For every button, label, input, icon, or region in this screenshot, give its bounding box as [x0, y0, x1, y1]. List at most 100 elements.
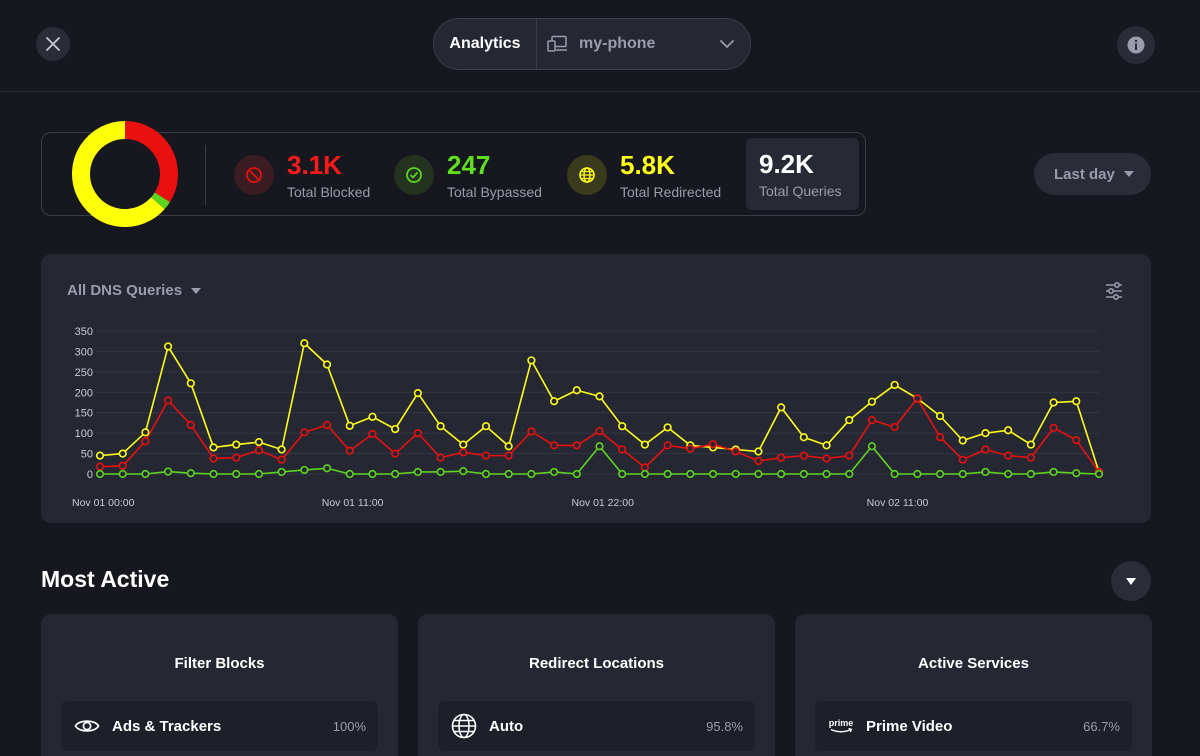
stat-bypassed[interactable]: 247 Total Bypassed	[394, 133, 542, 217]
data-point[interactable]	[322, 420, 332, 430]
data-point[interactable]	[164, 467, 173, 476]
data-point[interactable]	[186, 379, 195, 388]
data-point[interactable]	[981, 429, 990, 438]
data-point[interactable]	[618, 445, 627, 454]
data-point[interactable]	[118, 469, 127, 479]
data-point[interactable]	[777, 453, 786, 462]
data-point[interactable]	[935, 411, 945, 421]
data-point[interactable]	[368, 412, 377, 421]
data-point[interactable]	[867, 415, 877, 425]
data-point[interactable]	[845, 469, 854, 479]
info-button[interactable]	[1117, 26, 1155, 64]
data-point[interactable]	[822, 454, 831, 463]
data-point[interactable]	[118, 461, 127, 470]
data-point[interactable]	[890, 469, 899, 479]
data-point[interactable]	[572, 469, 581, 479]
data-point[interactable]	[981, 445, 990, 454]
data-point[interactable]	[277, 467, 286, 477]
data-point[interactable]	[708, 440, 718, 449]
data-point[interactable]	[1072, 435, 1081, 445]
data-point[interactable]	[141, 469, 150, 479]
data-point[interactable]	[95, 469, 105, 479]
data-point[interactable]	[822, 441, 831, 450]
data-point[interactable]	[686, 444, 695, 453]
data-point[interactable]	[890, 380, 899, 390]
data-point[interactable]	[232, 453, 241, 462]
data-point[interactable]	[595, 392, 604, 401]
data-point[interactable]	[481, 422, 491, 431]
data-point[interactable]	[822, 469, 831, 479]
stat-blocked[interactable]: 3.1K Total Blocked	[234, 133, 370, 217]
data-point[interactable]	[391, 424, 400, 434]
data-point[interactable]	[209, 454, 218, 463]
data-point[interactable]	[436, 467, 445, 477]
time-range-dropdown[interactable]: Last day	[1034, 153, 1151, 195]
data-point[interactable]	[799, 433, 808, 442]
stat-total-queries[interactable]: 9.2K Total Queries	[746, 138, 859, 210]
data-point[interactable]	[413, 429, 422, 438]
data-point[interactable]	[95, 462, 105, 471]
data-point[interactable]	[1072, 397, 1081, 406]
data-point[interactable]	[845, 415, 854, 425]
data-point[interactable]	[459, 448, 468, 457]
data-point[interactable]	[1026, 440, 1035, 449]
data-point[interactable]	[618, 422, 627, 431]
data-point[interactable]	[799, 451, 808, 460]
data-point[interactable]	[1026, 469, 1035, 479]
data-point[interactable]	[1049, 398, 1058, 407]
data-point[interactable]	[549, 467, 559, 477]
data-point[interactable]	[663, 441, 672, 450]
data-point[interactable]	[118, 449, 127, 458]
data-point[interactable]	[232, 440, 241, 449]
data-point[interactable]	[958, 436, 967, 445]
data-point[interactable]	[459, 440, 468, 449]
data-point[interactable]	[186, 469, 195, 478]
data-point[interactable]	[754, 447, 763, 456]
data-point[interactable]	[845, 451, 854, 460]
data-point[interactable]	[368, 429, 377, 439]
data-point[interactable]	[141, 428, 150, 437]
stat-redirected[interactable]: 5.8K Total Redirected	[567, 133, 721, 217]
data-point[interactable]	[300, 465, 309, 475]
data-point[interactable]	[527, 469, 536, 479]
data-point[interactable]	[935, 433, 945, 442]
data-point[interactable]	[572, 386, 581, 395]
data-point[interactable]	[640, 469, 650, 479]
data-point[interactable]	[1049, 467, 1058, 477]
query-type-dropdown[interactable]: All DNS Queries	[67, 282, 202, 299]
data-point[interactable]	[1072, 469, 1081, 478]
data-point[interactable]	[322, 360, 332, 369]
data-point[interactable]	[481, 469, 491, 479]
data-point[interactable]	[890, 422, 899, 432]
data-point[interactable]	[254, 469, 264, 479]
data-point[interactable]	[391, 469, 400, 479]
data-point[interactable]	[958, 469, 967, 479]
data-point[interactable]	[1049, 423, 1058, 432]
data-point[interactable]	[300, 428, 309, 437]
data-point[interactable]	[277, 445, 286, 454]
data-point[interactable]	[413, 389, 422, 398]
data-point[interactable]	[504, 451, 513, 460]
data-point[interactable]	[1004, 451, 1013, 460]
data-point[interactable]	[254, 438, 264, 447]
data-point[interactable]	[958, 455, 967, 464]
data-point[interactable]	[731, 469, 740, 479]
data-point[interactable]	[1004, 426, 1013, 435]
data-point[interactable]	[549, 441, 559, 450]
data-point[interactable]	[572, 441, 581, 450]
expand-button[interactable]	[1111, 561, 1151, 601]
data-point[interactable]	[209, 469, 218, 479]
list-item[interactable]: Ads & Trackers 100%	[61, 701, 378, 751]
data-point[interactable]	[527, 427, 536, 436]
data-point[interactable]	[300, 339, 309, 348]
device-selector[interactable]: Analytics my-phone	[433, 18, 751, 70]
data-point[interactable]	[1026, 453, 1035, 462]
close-button[interactable]	[36, 27, 70, 61]
data-point[interactable]	[640, 463, 650, 472]
data-point[interactable]	[708, 469, 718, 479]
data-point[interactable]	[595, 442, 604, 451]
data-point[interactable]	[913, 469, 922, 479]
data-point[interactable]	[164, 342, 173, 351]
data-point[interactable]	[799, 469, 808, 479]
data-point[interactable]	[549, 397, 559, 406]
